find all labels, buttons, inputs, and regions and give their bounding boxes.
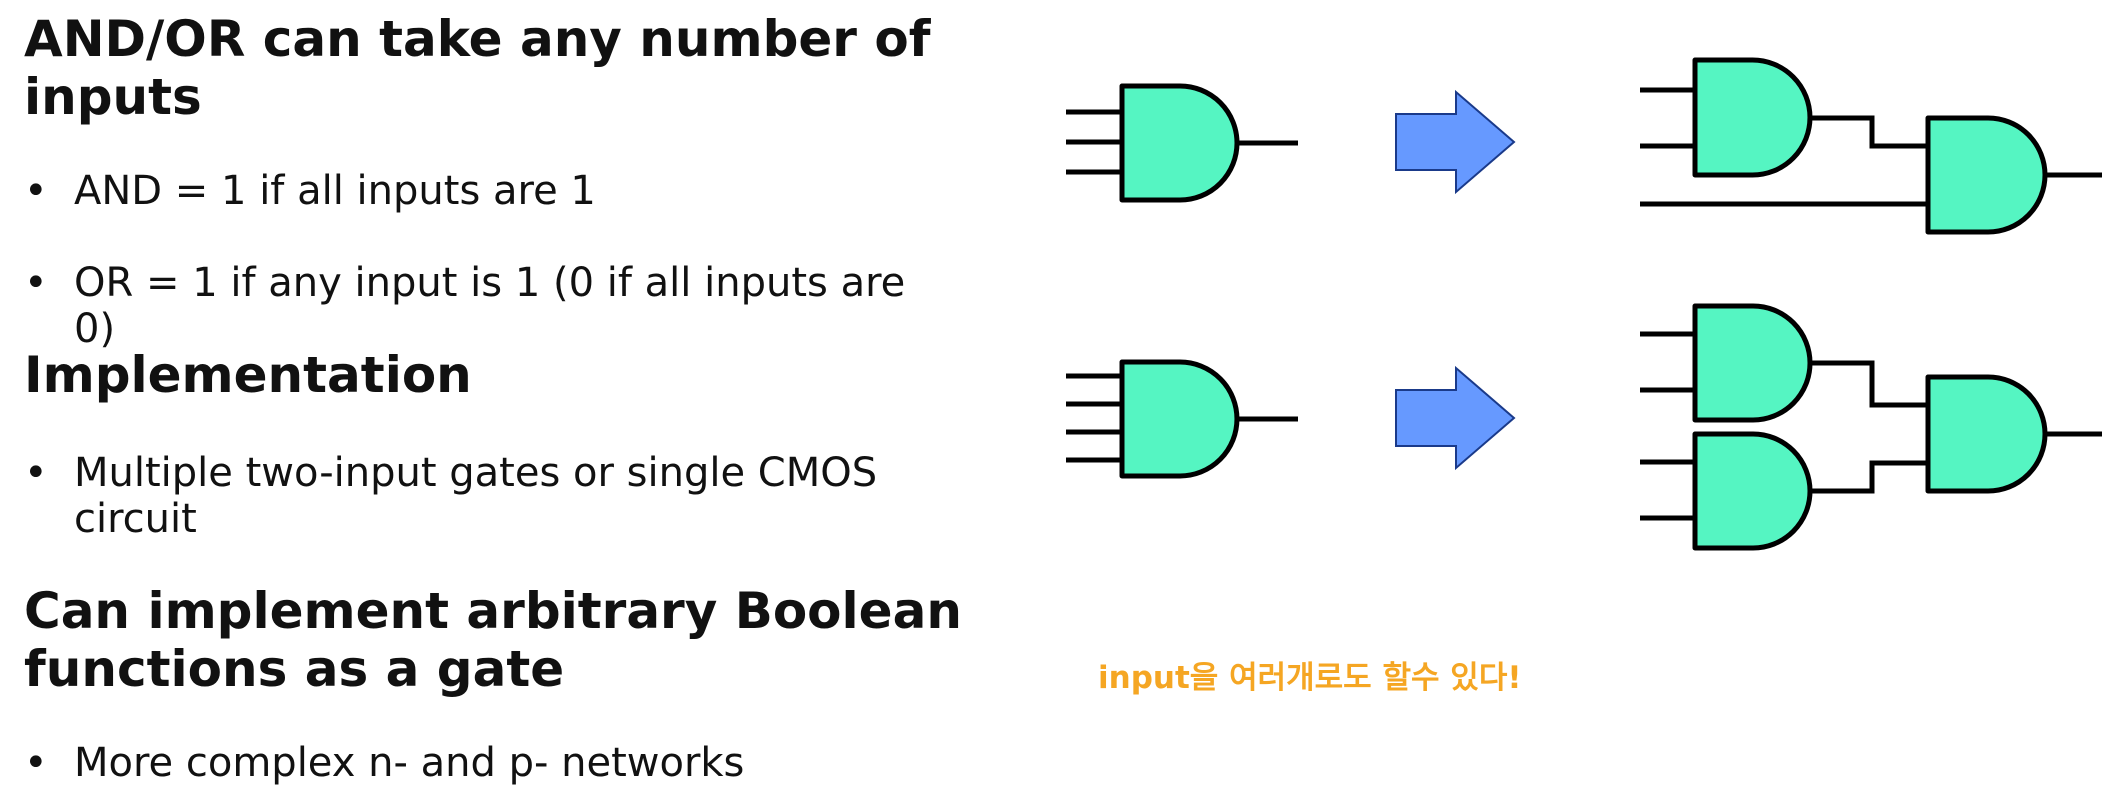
- bullet-implementation: • Multiple two-input gates or single CMO…: [24, 450, 944, 542]
- heading-arbitrary-functions: Can implement arbitrary Boolean function…: [24, 582, 962, 698]
- bullet-text: More complex n- and p- networks: [74, 740, 745, 786]
- bullet-text: AND = 1 if all inputs are 1: [74, 168, 596, 214]
- heading-implementation: Implementation: [24, 346, 472, 404]
- bullet-text: OR = 1 if any input is 1 (0 if all input…: [74, 260, 906, 352]
- bullet-marker: •: [24, 168, 48, 214]
- bullet-text: Multiple two-input gates or single CMOS …: [74, 450, 878, 542]
- connecting-wire: [1810, 115, 1928, 149]
- bullet-marker: •: [24, 260, 48, 306]
- bullet-networks: • More complex n- and p- networks: [24, 740, 944, 786]
- and-gate-upper: [1692, 303, 1813, 423]
- and-gate-3-input: [1119, 83, 1240, 203]
- and-gate-4-input: [1119, 359, 1240, 479]
- bullet-marker: •: [24, 450, 48, 496]
- korean-note: input을 여러개로도 할수 있다!: [1098, 660, 1522, 696]
- bullet-marker: •: [24, 740, 48, 786]
- connecting-wire: [1810, 360, 1928, 408]
- heading-multi-input: AND/OR can take any number of inputs: [24, 10, 931, 126]
- and-gate-lower: [1692, 431, 1813, 551]
- and-gate-stage-2: [1925, 115, 2048, 235]
- transform-arrow: [1395, 89, 1516, 195]
- and-gate-final: [1925, 374, 2048, 494]
- connecting-wire: [1810, 460, 1928, 494]
- and-gate-stage-1: [1692, 57, 1813, 178]
- bullet-and-rule: • AND = 1 if all inputs are 1: [24, 168, 944, 214]
- transform-arrow: [1395, 365, 1516, 471]
- bullet-or-rule: • OR = 1 if any input is 1 (0 if all inp…: [24, 260, 944, 352]
